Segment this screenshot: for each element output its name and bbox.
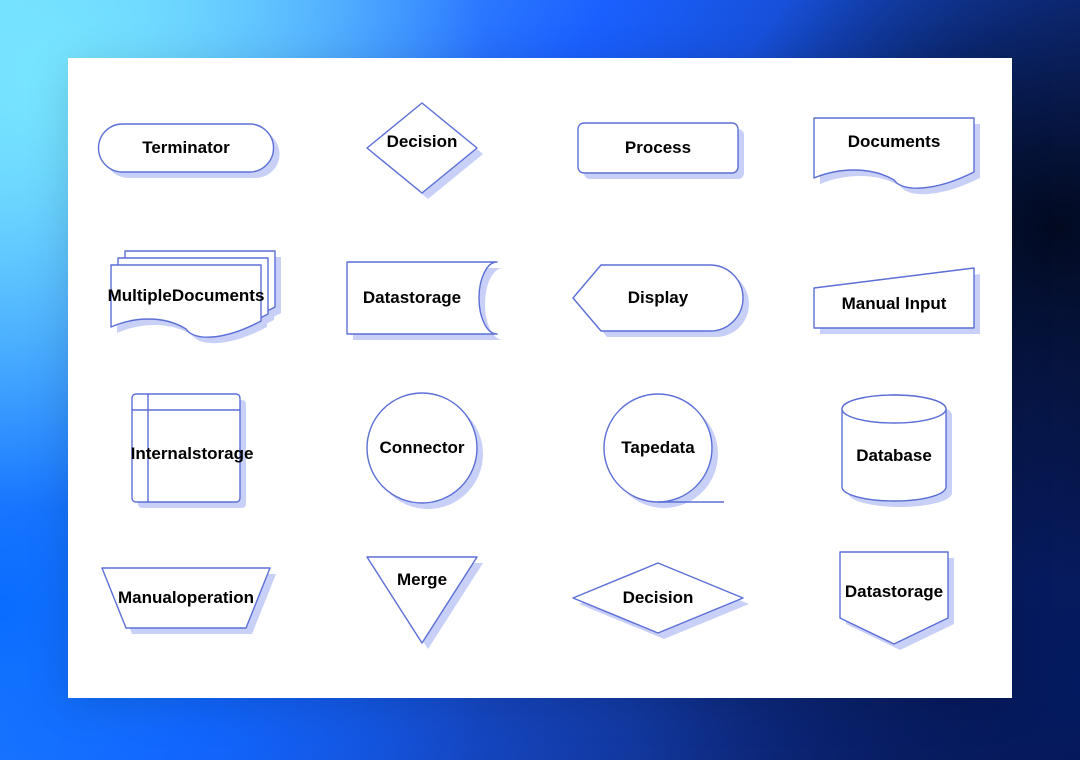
flowchart-shapes-svg: [68, 58, 1012, 698]
gradient-background: TerminatorDecisionProcessDocumentsMultip…: [0, 0, 1080, 760]
diagram-card: TerminatorDecisionProcessDocumentsMultip…: [68, 58, 1012, 698]
